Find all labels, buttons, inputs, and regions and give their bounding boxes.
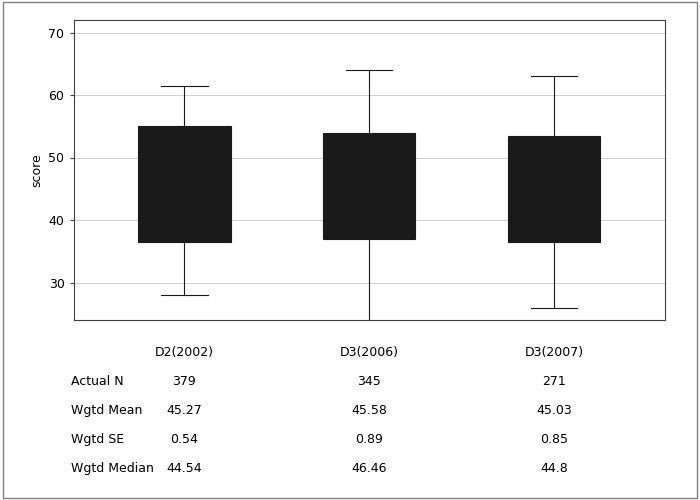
Text: 44.8: 44.8: [540, 462, 568, 475]
Text: D2(2002): D2(2002): [155, 346, 214, 360]
Text: 45.58: 45.58: [351, 404, 387, 417]
Text: Wgtd Median: Wgtd Median: [71, 462, 153, 475]
PathPatch shape: [323, 132, 416, 239]
Text: 44.54: 44.54: [167, 462, 202, 475]
Text: 45.03: 45.03: [536, 404, 572, 417]
Text: 345: 345: [358, 376, 381, 388]
PathPatch shape: [138, 126, 230, 242]
Text: 379: 379: [172, 376, 196, 388]
Text: 45.27: 45.27: [167, 404, 202, 417]
Text: 46.46: 46.46: [351, 462, 387, 475]
Text: D3(2006): D3(2006): [340, 346, 399, 360]
Text: 271: 271: [542, 376, 566, 388]
Text: 0.89: 0.89: [356, 433, 383, 446]
PathPatch shape: [508, 136, 601, 242]
Text: 0.54: 0.54: [171, 433, 198, 446]
Text: Wgtd Mean: Wgtd Mean: [71, 404, 142, 417]
Text: 0.85: 0.85: [540, 433, 568, 446]
Text: D3(2007): D3(2007): [524, 346, 584, 360]
Text: Actual N: Actual N: [71, 376, 123, 388]
Text: Wgtd SE: Wgtd SE: [71, 433, 124, 446]
Y-axis label: score: score: [30, 153, 43, 187]
